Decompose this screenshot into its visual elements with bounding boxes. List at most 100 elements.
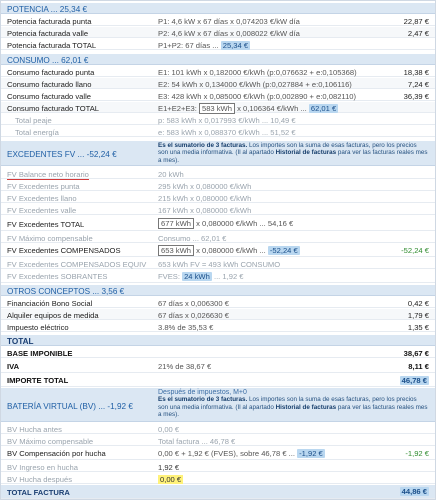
row-formula: p: 583 kWh x 0,017993 €/kWh ... 10,49 € <box>158 115 296 125</box>
section-title: TOTAL <box>7 336 34 346</box>
row-label: FV Excedentes llano <box>7 193 77 203</box>
table-row: Potencia facturada TOTAL P1+P2: 67 días … <box>1 39 435 51</box>
table-row: FV Balance neto horario 20 kWh <box>1 168 435 180</box>
table-row: FV Excedentes valle 167 kWh x 0,080000 €… <box>1 204 435 216</box>
row-formula: 21% de 38,67 € <box>158 361 212 371</box>
row-formula: 20 kWh <box>158 169 184 179</box>
table-row: FV Excedentes llano 215 kWh x 0,080000 €… <box>1 192 435 204</box>
row-label: BV Máximo compensable <box>7 436 94 446</box>
row-formula: 653 kWh FV = 493 kWh CONSUMO <box>158 259 281 269</box>
section-header-excedentes[interactable]: EXCEDENTES FV ... -52,24 € Es el sumator… <box>1 141 435 166</box>
row-label: Consumo facturado llano <box>7 79 92 89</box>
row-label: Potencia facturada valle <box>7 28 89 38</box>
row-label: FV Excedentes COMPENSADOS EQUIV <box>7 259 147 269</box>
row-value: 2,47 € <box>407 28 429 38</box>
table-row: BV Hucha después 0,00 € <box>1 473 435 485</box>
row-label: FV Balance neto horario <box>7 169 89 180</box>
total-chip: 46,78 € <box>399 375 429 385</box>
row-formula: e: 583 kWh x 0,088370 €/kWh ... 51,52 € <box>158 127 296 137</box>
table-row: BV Ingreso en hucha 1,92 € <box>1 461 435 473</box>
row-label: Potencia facturada TOTAL <box>7 40 97 50</box>
row-label: IMPORTE TOTAL <box>7 376 69 385</box>
section-header-total[interactable]: TOTAL <box>1 335 435 347</box>
table-row: Potencia facturada punta P1: 4,6 kW x 67… <box>1 15 435 27</box>
table-row: Consumo facturado TOTAL E1+E2+E3: 583 kW… <box>1 102 435 114</box>
row-formula: 1,92 € <box>158 462 180 472</box>
row-label: FV Excedentes COMPENSADOS <box>7 246 121 255</box>
table-row: Consumo facturado llano E2: 54 kWh x 0,1… <box>1 78 435 90</box>
row-value: 38,67 € <box>403 348 429 358</box>
row-label: FV Excedentes TOTAL <box>7 220 85 229</box>
row-formula: P1+P2: 67 días ... 25,34 € <box>158 40 251 50</box>
info-note: Es el sumatorio de 3 facturas. Los impor… <box>158 142 428 164</box>
section-header-potencia[interactable]: POTENCIA ... 25,34 € <box>1 3 435 15</box>
kwh-highlight: 677 kWh <box>158 218 194 229</box>
row-label: FV Excedentes SOBRANTES <box>7 272 108 281</box>
row-value: 8,11 € <box>408 361 429 371</box>
row-label: TOTAL FACTURA <box>7 487 70 497</box>
total-chip: 62,01 € <box>308 103 339 113</box>
row-formula: 677 kWh x 0,080000 €/kWh ... 54,16 € <box>158 218 293 229</box>
table-row: FV Excedentes COMPENSADOS 653 kWh x 0,08… <box>1 244 435 257</box>
row-value: 36,39 € <box>403 91 429 101</box>
row-label: Potencia facturada punta <box>7 16 92 26</box>
table-row: FV Excedentes TOTAL 677 kWh x 0,080000 €… <box>1 217 435 231</box>
row-label: Impuesto eléctrico <box>7 322 69 332</box>
section-header-bateria[interactable]: BATERÍA VIRTUAL (BV) ... -1,92 € Después… <box>1 388 435 422</box>
section-title: POTENCIA ... 25,34 € <box>7 4 88 14</box>
row-label: BV Ingreso en hucha <box>7 462 78 472</box>
section-title: EXCEDENTES FV ... -52,24 € <box>7 150 117 159</box>
row-label: BV Hucha después <box>7 474 73 484</box>
table-row: BASE IMPONIBLE 38,67 € <box>1 347 435 359</box>
table-row: FV Máximo compensable Consumo ... 62,01 … <box>1 232 435 244</box>
table-row: Financiación Bono Social 67 días x 0,006… <box>1 297 435 309</box>
row-value: -52,24 € <box>401 246 429 255</box>
table-row: BV Compensación por hucha 0,00 € + 1,92 … <box>1 447 435 460</box>
row-formula: E2: 54 kWh x 0,134000 €/kWh (p:0,027884 … <box>158 79 352 89</box>
row-formula: 215 kWh x 0,080000 €/kWh <box>158 193 252 203</box>
table-row-total-factura: TOTAL FACTURA 44,86 € <box>1 485 435 499</box>
row-value: 18,38 € <box>403 67 429 77</box>
row-formula: E1+E2+E3: 583 kWh x 0,106364 €/kWh ... 6… <box>158 102 339 114</box>
table-row: Consumo facturado punta E1: 101 kWh x 0,… <box>1 66 435 78</box>
kwh-highlight: 583 kWh <box>198 102 235 114</box>
row-formula: Total factura ... 46,78 € <box>158 436 236 446</box>
row-label: Consumo facturado valle <box>7 91 91 101</box>
row-value: 22,87 € <box>403 16 429 26</box>
row-formula: P2: 4,6 kW x 67 días x 0,008022 €/kW día <box>158 28 300 38</box>
row-value: 1,79 € <box>407 310 429 320</box>
row-formula: FVES: 24 kWh ... 1,92 € <box>158 271 244 281</box>
section-title: OTROS CONCEPTOS ... 3,56 € <box>7 286 125 296</box>
row-label: Financiación Bono Social <box>7 298 93 308</box>
kwh-chip: 24 kWh <box>182 271 212 281</box>
row-value: -1,92 € <box>405 449 429 458</box>
hucha-chip: 0,00 € <box>158 474 184 484</box>
row-label: FV Excedentes punta <box>7 181 80 191</box>
table-row: BV Máximo compensable Total factura ... … <box>1 435 435 447</box>
section-title: CONSUMO ... 62,01 € <box>7 55 89 65</box>
section-header-consumo[interactable]: CONSUMO ... 62,01 € <box>1 54 435 66</box>
table-row: Potencia facturada valle P2: 4,6 kW x 67… <box>1 27 435 39</box>
row-formula: 67 días x 0,026630 € <box>158 310 229 320</box>
row-label: Consumo facturado TOTAL <box>7 103 100 113</box>
total-chip: 44,86 € <box>399 487 429 496</box>
row-formula: 167 kWh x 0,080000 €/kWh <box>158 205 252 215</box>
table-row: IMPORTE TOTAL 46,78 € <box>1 374 435 387</box>
row-formula: 0,00 € + 1,92 € (FVES), sobre 46,78 € ..… <box>158 448 325 458</box>
row-label: FV Máximo compensable <box>7 233 93 243</box>
row-formula: E3: 428 kWh x 0,085000 €/kWh (p:0,002890… <box>158 91 357 101</box>
table-row: FV Excedentes punta 295 kWh x 0,080000 €… <box>1 180 435 192</box>
row-formula: 3.8% de 35,53 € <box>158 322 214 332</box>
table-row: BV Hucha antes 0,00 € <box>1 423 435 435</box>
section-header-otros[interactable]: OTROS CONCEPTOS ... 3,56 € <box>1 285 435 297</box>
table-row: Consumo facturado valle E3: 428 kWh x 0,… <box>1 90 435 102</box>
row-label: Alquiler equipos de medida <box>7 310 99 320</box>
row-formula: 0,00 € <box>158 424 180 434</box>
table-row: Alquiler equipos de medida 67 días x 0,0… <box>1 309 435 321</box>
row-formula: E1: 101 kWh x 0,182000 €/kWh (p:0,076632… <box>158 67 357 77</box>
row-formula: 67 días x 0,006300 € <box>158 298 229 308</box>
row-label: BASE IMPONIBLE <box>7 348 73 358</box>
table-row: FV Excedentes SOBRANTES FVES: 24 kWh ...… <box>1 270 435 283</box>
row-formula: 295 kWh x 0,080000 €/kWh <box>158 181 252 191</box>
